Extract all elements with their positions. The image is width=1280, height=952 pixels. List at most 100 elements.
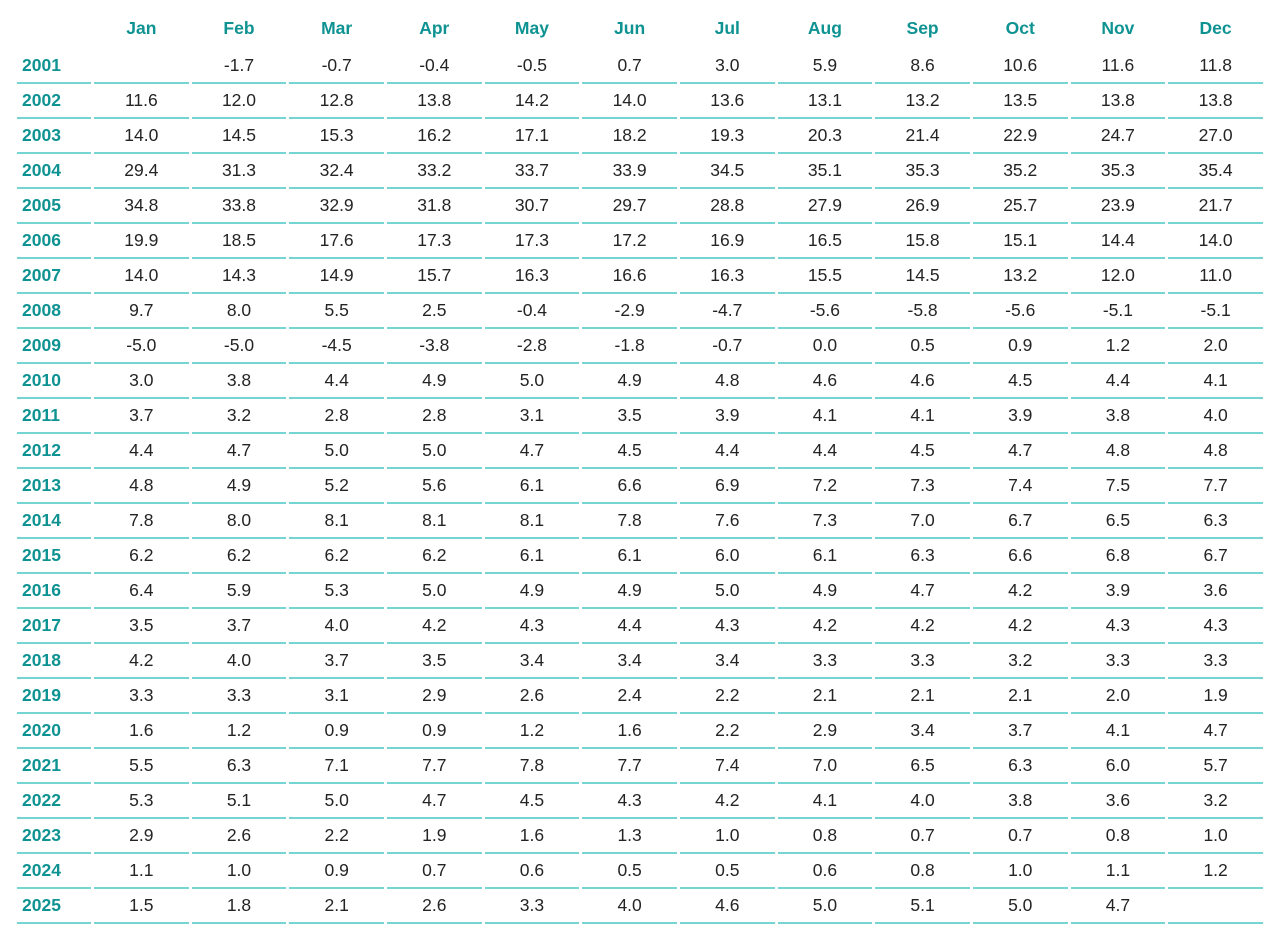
value-cell: 4.3 bbox=[484, 609, 580, 644]
value-cell: 8.1 bbox=[386, 504, 482, 539]
value-cell: 2.4 bbox=[582, 679, 677, 714]
value-cell: -4.7 bbox=[679, 294, 775, 329]
value-cell: 4.6 bbox=[679, 889, 775, 924]
value-cell: 35.3 bbox=[875, 154, 970, 189]
value-cell: 4.2 bbox=[679, 784, 775, 819]
value-cell: 1.1 bbox=[94, 854, 189, 889]
row-header-year: 2014 bbox=[17, 504, 91, 539]
value-cell: -0.7 bbox=[289, 49, 384, 84]
value-cell: 16.3 bbox=[484, 259, 580, 294]
value-cell: 2.8 bbox=[289, 399, 384, 434]
value-cell: 27.9 bbox=[777, 189, 873, 224]
value-cell: -0.4 bbox=[484, 294, 580, 329]
value-cell: 4.2 bbox=[875, 609, 970, 644]
value-cell: 31.8 bbox=[386, 189, 482, 224]
table-row: 2008 9.7 8.0 5.5 2.5 -0.4 -2.9 -4.7 -5.6 -5.8 -5.6… bbox=[17, 294, 1263, 329]
value-cell: 4.0 bbox=[875, 784, 970, 819]
value-cell: 7.2 bbox=[777, 469, 873, 504]
value-cell: 3.2 bbox=[191, 399, 287, 434]
value-cell: 6.6 bbox=[972, 539, 1068, 574]
value-cell: 25.7 bbox=[972, 189, 1068, 224]
value-cell: 1.2 bbox=[191, 714, 287, 749]
value-cell: 4.9 bbox=[582, 364, 677, 399]
value-cell: 1.9 bbox=[386, 819, 482, 854]
value-cell: 14.0 bbox=[1168, 224, 1263, 259]
value-cell: 4.6 bbox=[875, 364, 970, 399]
value-cell: 3.3 bbox=[1168, 644, 1263, 679]
value-cell: 14.4 bbox=[1070, 224, 1166, 259]
value-cell: 3.1 bbox=[484, 399, 580, 434]
value-cell: 8.1 bbox=[484, 504, 580, 539]
row-header-year: 2016 bbox=[17, 574, 91, 609]
value-cell: 7.8 bbox=[94, 504, 189, 539]
value-cell: 16.2 bbox=[386, 119, 482, 154]
value-cell: 6.2 bbox=[289, 539, 384, 574]
value-cell: 5.0 bbox=[289, 434, 384, 469]
table-row: 2018 4.2 4.0 3.7 3.5 3.4 3.4 3.4 3.3 3.3 3.2 3.3 3.3 bbox=[17, 644, 1263, 679]
value-cell: 28.8 bbox=[679, 189, 775, 224]
value-cell: 0.7 bbox=[582, 49, 677, 84]
value-cell: 4.5 bbox=[972, 364, 1068, 399]
value-cell: 4.0 bbox=[582, 889, 677, 924]
value-cell: 34.5 bbox=[679, 154, 775, 189]
value-cell: 4.1 bbox=[777, 399, 873, 434]
value-cell: 2.2 bbox=[679, 679, 775, 714]
value-cell: 1.2 bbox=[484, 714, 580, 749]
value-cell: -2.9 bbox=[582, 294, 677, 329]
value-cell: 7.3 bbox=[875, 469, 970, 504]
row-header-year: 2007 bbox=[17, 259, 91, 294]
value-cell: 12.8 bbox=[289, 84, 384, 119]
value-cell: 5.5 bbox=[94, 749, 189, 784]
value-cell: 15.7 bbox=[386, 259, 482, 294]
value-cell: 13.8 bbox=[386, 84, 482, 119]
value-cell: 4.3 bbox=[1168, 609, 1263, 644]
value-cell: 0.0 bbox=[777, 329, 873, 364]
value-cell: 3.6 bbox=[1168, 574, 1263, 609]
value-cell: 35.1 bbox=[777, 154, 873, 189]
value-cell: 17.2 bbox=[582, 224, 677, 259]
column-header-dec: Dec bbox=[1199, 18, 1232, 38]
row-header-year: 2010 bbox=[17, 364, 91, 399]
value-cell: 4.7 bbox=[1070, 889, 1166, 924]
value-cell: 5.3 bbox=[289, 574, 384, 609]
row-header-year: 2012 bbox=[17, 434, 91, 469]
value-cell: 4.3 bbox=[582, 784, 677, 819]
value-cell: 7.7 bbox=[386, 749, 482, 784]
value-cell: 3.8 bbox=[1070, 399, 1166, 434]
value-cell: 0.8 bbox=[875, 854, 970, 889]
value-cell: 4.9 bbox=[582, 574, 677, 609]
value-cell: 6.7 bbox=[1168, 539, 1263, 574]
value-cell: 3.2 bbox=[1168, 784, 1263, 819]
value-cell: 3.3 bbox=[191, 679, 287, 714]
value-cell: 6.5 bbox=[875, 749, 970, 784]
value-cell: 3.3 bbox=[875, 644, 970, 679]
value-cell: 4.8 bbox=[1070, 434, 1166, 469]
value-cell: 1.8 bbox=[191, 889, 287, 924]
value-cell: 5.6 bbox=[386, 469, 482, 504]
value-cell: 35.4 bbox=[1168, 154, 1263, 189]
column-header-feb: Feb bbox=[223, 18, 255, 38]
value-cell: 8.6 bbox=[875, 49, 970, 84]
value-cell: 18.5 bbox=[191, 224, 287, 259]
value-cell: 22.9 bbox=[972, 119, 1068, 154]
value-cell: 3.3 bbox=[777, 644, 873, 679]
value-cell: 0.9 bbox=[972, 329, 1068, 364]
value-cell: 8.0 bbox=[191, 294, 287, 329]
value-cell: 4.7 bbox=[972, 434, 1068, 469]
value-cell: 3.3 bbox=[1070, 644, 1166, 679]
corner-cell bbox=[17, 8, 91, 49]
value-cell: 15.3 bbox=[289, 119, 384, 154]
value-cell: 4.4 bbox=[94, 434, 189, 469]
value-cell: 1.0 bbox=[972, 854, 1068, 889]
value-cell: -1.8 bbox=[582, 329, 677, 364]
value-cell: 14.0 bbox=[582, 84, 677, 119]
value-cell: 4.2 bbox=[386, 609, 482, 644]
value-cell: 12.0 bbox=[191, 84, 287, 119]
value-cell: 3.0 bbox=[679, 49, 775, 84]
value-cell: 3.9 bbox=[679, 399, 775, 434]
value-cell: 3.7 bbox=[191, 609, 287, 644]
value-cell: 14.3 bbox=[191, 259, 287, 294]
value-cell: 2.1 bbox=[777, 679, 873, 714]
value-cell: 13.5 bbox=[972, 84, 1068, 119]
value-cell: 5.3 bbox=[94, 784, 189, 819]
